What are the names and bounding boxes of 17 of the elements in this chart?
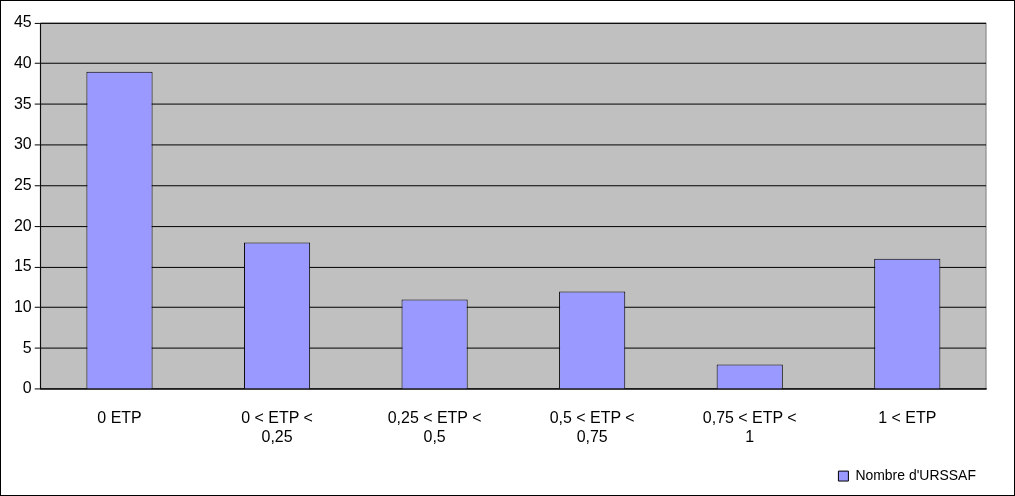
x-tick-label: 0 < ETP < 0,25 [241,408,313,446]
y-tick-label: 40 [13,53,32,71]
y-tick-label: 45 [13,13,32,31]
x-tick-label: 0,5 < ETP < 0,75 [549,408,635,446]
y-tick-label: 5 [22,338,32,356]
y-tick-label: 10 [13,298,32,316]
x-tick-label: 1 < ETP [878,408,937,426]
x-tick-label: 0,75 < ETP < 1 [702,408,797,446]
y-tick-label: 35 [13,94,32,112]
y-tick-label: 30 [13,135,32,153]
y-tick-label: 15 [13,257,32,275]
x-tick-label: 0,25 < ETP < 0,5 [387,408,482,446]
legend-label: Nombre d'URSSAF [855,466,976,483]
x-tick-label: 0 ETP [97,408,142,426]
y-tick-label: 20 [13,216,32,234]
y-tick-label: 25 [13,176,32,194]
y-tick-label: 0 [22,379,32,397]
